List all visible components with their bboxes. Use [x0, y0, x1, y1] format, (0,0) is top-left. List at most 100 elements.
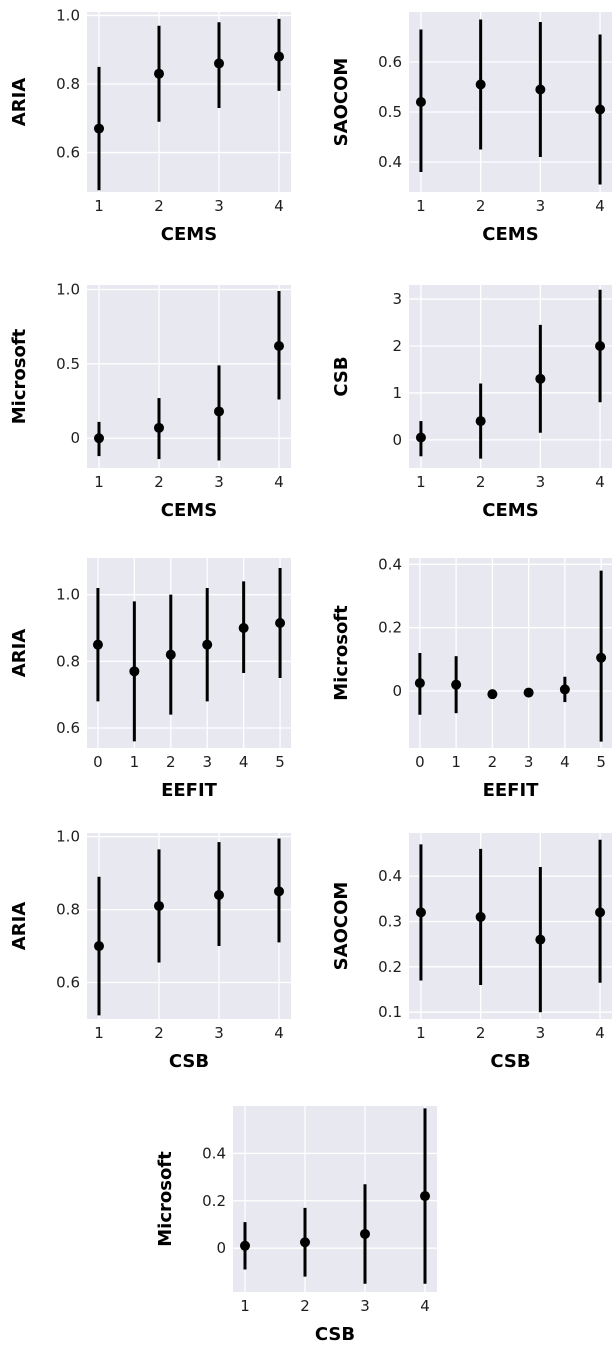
y-tick-label: 0.8: [56, 75, 80, 93]
plot-area: [409, 833, 612, 1019]
data-point: [92, 639, 103, 650]
x-tick-label: 4: [595, 197, 605, 215]
data-point: [420, 1191, 430, 1202]
x-axis-label: CSB: [490, 1051, 530, 1072]
x-tick-label: 4: [274, 1024, 284, 1042]
data-point: [240, 1240, 250, 1251]
data-point: [165, 649, 176, 660]
y-tick-label: 0.4: [378, 867, 402, 885]
plot-area: [87, 833, 291, 1019]
y-tick-label: 0: [70, 429, 80, 447]
x-axis-label: CSB: [169, 1051, 209, 1072]
x-tick-label: 2: [154, 473, 164, 491]
panel-3: 1 2 3 4 0 0.5 1.0 CEMS Microsoft: [9, 280, 291, 521]
x-tick-label: 1: [451, 753, 461, 771]
y-tick-label: 0: [392, 682, 402, 700]
x-tick-label: 3: [214, 1024, 224, 1042]
data-point: [415, 97, 426, 107]
data-point: [360, 1228, 370, 1239]
data-point: [154, 900, 164, 911]
x-tick-label: 4: [560, 753, 570, 771]
y-tick-label: 0.5: [378, 103, 402, 121]
x-axis-label: CEMS: [482, 500, 538, 521]
data-point: [129, 666, 140, 677]
panel-7: 1 2 3 4 0.6 0.8 1.0 CSB ARIA: [9, 828, 291, 1072]
data-point: [475, 79, 486, 90]
x-tick-label: 3: [202, 753, 212, 771]
x-tick-label: 3: [536, 197, 546, 215]
x-tick-label: 4: [595, 473, 605, 491]
data-point: [535, 934, 546, 945]
plot-area: [409, 558, 612, 748]
x-tick-label: 5: [275, 753, 285, 771]
data-point: [214, 58, 224, 69]
panel-2: 1 2 3 4 0.4 0.5 0.6 CEMS SAOCOM: [331, 12, 612, 245]
x-tick-label: 1: [416, 473, 426, 491]
panel-6: 0 1 2 3 4 5 0 0.2 0.4 EEFIT Microsoft: [331, 555, 612, 801]
x-tick-label: 3: [536, 473, 546, 491]
x-tick-label: 1: [94, 197, 104, 215]
y-tick-label: 0.5: [56, 355, 80, 373]
y-tick-label: 1.0: [56, 586, 80, 604]
y-tick-label: 0.1: [378, 1003, 402, 1021]
plot-area: [87, 285, 291, 468]
data-point: [214, 890, 224, 900]
y-tick-label: 3: [392, 290, 402, 308]
x-tick-label: 2: [476, 473, 486, 491]
data-point: [415, 907, 426, 918]
y-tick-label: 0.2: [378, 958, 402, 976]
x-tick-label: 3: [524, 753, 534, 771]
x-tick-label: 3: [214, 473, 224, 491]
x-tick-label: 2: [154, 1024, 164, 1042]
data-point: [595, 907, 606, 918]
x-tick-label: 1: [130, 753, 140, 771]
data-point: [94, 433, 104, 444]
data-point: [154, 422, 164, 433]
panel-8: 1 2 3 4 0.1 0.2 0.3 0.4 CSB SAOCOM: [331, 833, 612, 1072]
panel-5: 0 1 2 3 4 5 0.6 0.8 1.0 EEFIT ARIA: [9, 558, 291, 801]
y-tick-label: 0.2: [202, 1192, 226, 1210]
x-tick-label: 3: [214, 197, 224, 215]
x-axis-label: EEFIT: [161, 780, 218, 801]
plot-area: [409, 12, 612, 192]
y-axis-label: SAOCOM: [331, 882, 352, 971]
y-tick-label: 0.4: [202, 1144, 226, 1162]
data-point: [275, 618, 286, 628]
y-tick-label: 0.8: [56, 901, 80, 919]
data-point: [274, 341, 284, 351]
y-axis-label: Microsoft: [155, 1151, 176, 1247]
data-point: [595, 104, 606, 115]
panel-9: 1 2 3 4 0 0.2 0.4 CSB Microsoft: [155, 1106, 437, 1345]
y-tick-label: 0.6: [56, 974, 80, 992]
x-tick-label: 2: [166, 753, 176, 771]
y-axis-label: Microsoft: [9, 328, 30, 424]
data-point: [487, 689, 498, 700]
plot-area: [233, 1106, 437, 1292]
x-tick-label: 1: [416, 1024, 426, 1042]
data-point: [202, 639, 213, 650]
data-point: [475, 911, 486, 922]
y-tick-label: 0.4: [378, 153, 402, 171]
y-axis-label: CSB: [331, 356, 352, 396]
x-tick-label: 4: [274, 197, 284, 215]
y-axis-label: SAOCOM: [331, 58, 352, 147]
x-tick-label: 3: [360, 1297, 370, 1315]
x-axis-label: CEMS: [161, 500, 217, 521]
data-point: [414, 678, 425, 689]
x-tick-label: 4: [239, 753, 249, 771]
data-point: [559, 684, 570, 695]
y-tick-label: 1.0: [56, 828, 80, 846]
data-point: [596, 652, 607, 663]
x-tick-label: 3: [536, 1024, 546, 1042]
data-point: [475, 416, 486, 427]
data-point: [274, 886, 284, 897]
x-tick-label: 1: [94, 473, 104, 491]
plot-area: [409, 285, 612, 468]
data-point: [595, 341, 606, 351]
data-point: [274, 51, 284, 62]
y-tick-label: 0: [216, 1239, 226, 1257]
data-point: [535, 373, 546, 384]
data-point: [238, 623, 249, 633]
x-tick-label: 4: [274, 473, 284, 491]
x-tick-label: 2: [154, 197, 164, 215]
